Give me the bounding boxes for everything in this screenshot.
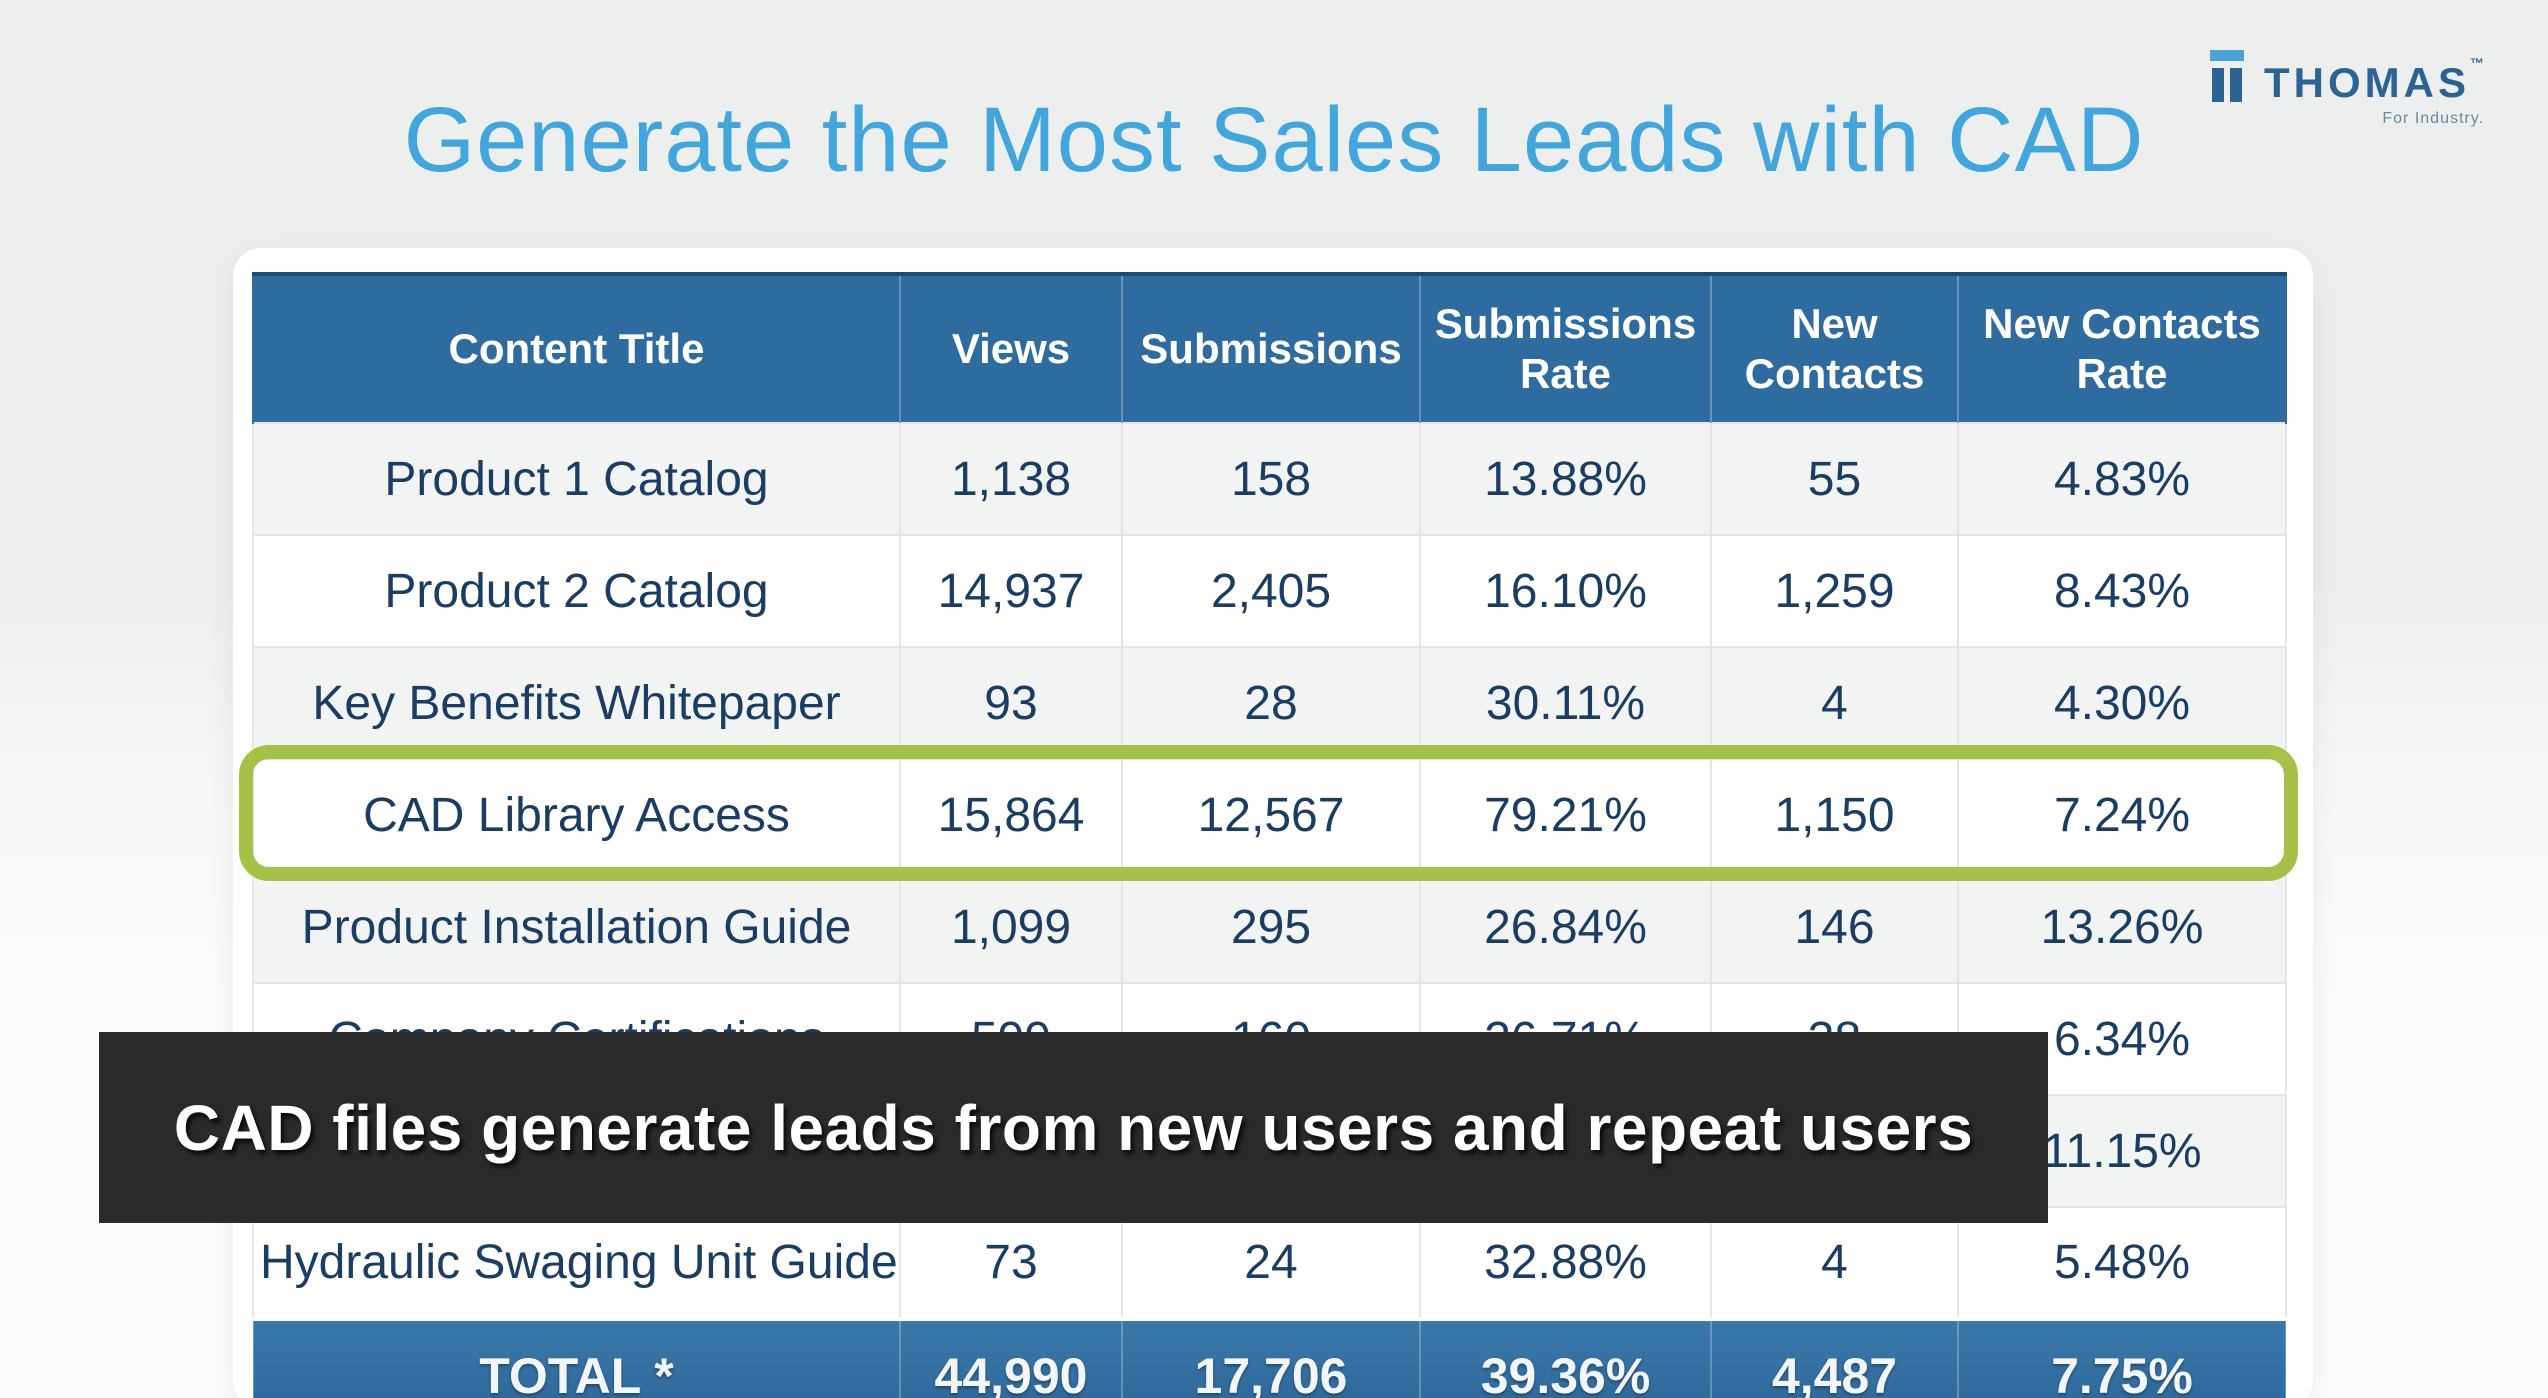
cell-submissions: 12,567	[1121, 758, 1421, 872]
cell-submissions-rate: 30.11%	[1419, 646, 1712, 760]
cell-submissions: 24	[1121, 1206, 1421, 1320]
table-header: Content Title Views Submissions Submissi…	[252, 272, 2287, 423]
page-title: Generate the Most Sales Leads with CAD	[403, 89, 2145, 191]
column-header-submissions: Submissions	[1121, 272, 1421, 423]
column-header-new-contacts: New Contacts	[1710, 272, 1959, 423]
leads-table: Content Title Views Submissions Submissi…	[252, 272, 2287, 1398]
cell-submissions: 158	[1121, 422, 1421, 536]
column-header-submissions-rate: Submissions Rate	[1419, 272, 1712, 423]
total-new-contacts: 4,487	[1710, 1317, 1959, 1398]
cell-views: 1,138	[899, 422, 1123, 536]
cell-content-title: Product 1 Catalog	[252, 422, 901, 536]
cell-new-contacts-rate: 13.26%	[1957, 870, 2287, 984]
cell-new-contacts: 4	[1710, 646, 1959, 760]
column-header-views: Views	[899, 272, 1123, 423]
thomas-logo-icon	[2210, 50, 2244, 106]
total-new-contacts-rate: 7.75%	[1957, 1317, 2287, 1398]
cell-content-title: Product Installation Guide	[252, 870, 901, 984]
cell-views: 15,864	[899, 758, 1123, 872]
total-submissions: 17,706	[1121, 1317, 1421, 1398]
logo-name: THOMAS	[2264, 59, 2470, 106]
logo-vertical-bar-right	[2230, 68, 2242, 102]
thomas-logo: THOMAS™ For Industry.	[2210, 48, 2484, 128]
cell-new-contacts: 1,150	[1710, 758, 1959, 872]
cell-new-contacts: 1,259	[1710, 534, 1959, 648]
cell-views: 1,099	[899, 870, 1123, 984]
cell-content-title: Hydraulic Swaging Unit Guide	[252, 1206, 901, 1320]
cell-new-contacts: 4	[1710, 1206, 1959, 1320]
table-row: Product 1 Catalog 1,138 158 13.88% 55 4.…	[252, 422, 2287, 536]
cell-new-contacts-rate: 4.83%	[1957, 422, 2287, 536]
cell-new-contacts-rate: 5.48%	[1957, 1206, 2287, 1320]
cell-content-title: Product 2 Catalog	[252, 534, 901, 648]
trademark-symbol: ™	[2470, 55, 2484, 71]
cell-new-contacts-rate: 4.30%	[1957, 646, 2287, 760]
caption-text: CAD files generate leads from new users …	[173, 1091, 1974, 1164]
total-label: TOTAL *	[252, 1317, 901, 1398]
cell-submissions: 28	[1121, 646, 1421, 760]
table-total-row: TOTAL * 44,990 17,706 39.36% 4,487 7.75%	[252, 1317, 2287, 1398]
cell-submissions-rate: 26.84%	[1419, 870, 1712, 984]
cell-submissions-rate: 79.21%	[1419, 758, 1712, 872]
column-header-new-contacts-rate: New Contacts Rate	[1957, 272, 2287, 423]
cell-submissions-rate: 13.88%	[1419, 422, 1712, 536]
cell-submissions: 2,405	[1121, 534, 1421, 648]
cell-submissions: 295	[1121, 870, 1421, 984]
table-row-highlighted: CAD Library Access 15,864 12,567 79.21% …	[252, 758, 2287, 872]
logo-vertical-bar-left	[2212, 68, 2224, 102]
cell-content-title: Key Benefits Whitepaper	[252, 646, 901, 760]
cell-content-title: CAD Library Access	[252, 758, 901, 872]
logo-tagline: For Industry.	[2382, 110, 2484, 127]
logo-wordmark: THOMAS™	[2264, 56, 2484, 106]
header-row: Content Title Views Submissions Submissi…	[252, 272, 2287, 423]
cell-new-contacts: 146	[1710, 870, 1959, 984]
cell-new-contacts-rate: 8.43%	[1957, 534, 2287, 648]
caption-bar: CAD files generate leads from new users …	[99, 1032, 2048, 1223]
cell-new-contacts: 55	[1710, 422, 1959, 536]
table-row: Key Benefits Whitepaper 93 28 30.11% 4 4…	[252, 646, 2287, 760]
total-views: 44,990	[899, 1317, 1123, 1398]
table-row: Product Installation Guide 1,099 295 26.…	[252, 870, 2287, 984]
cell-submissions-rate: 32.88%	[1419, 1206, 1712, 1320]
column-header-content-title: Content Title	[252, 272, 901, 423]
table-row: Product 2 Catalog 14,937 2,405 16.10% 1,…	[252, 534, 2287, 648]
cell-submissions-rate: 16.10%	[1419, 534, 1712, 648]
cell-views: 73	[899, 1206, 1123, 1320]
cell-views: 93	[899, 646, 1123, 760]
cell-new-contacts-rate: 7.24%	[1957, 758, 2287, 872]
total-submissions-rate: 39.36%	[1419, 1317, 1712, 1398]
table-row: Hydraulic Swaging Unit Guide 73 24 32.88…	[252, 1206, 2287, 1320]
cell-views: 14,937	[899, 534, 1123, 648]
thomas-logo-text: THOMAS™ For Industry.	[2264, 48, 2484, 128]
logo-horizontal-bar	[2210, 50, 2244, 61]
